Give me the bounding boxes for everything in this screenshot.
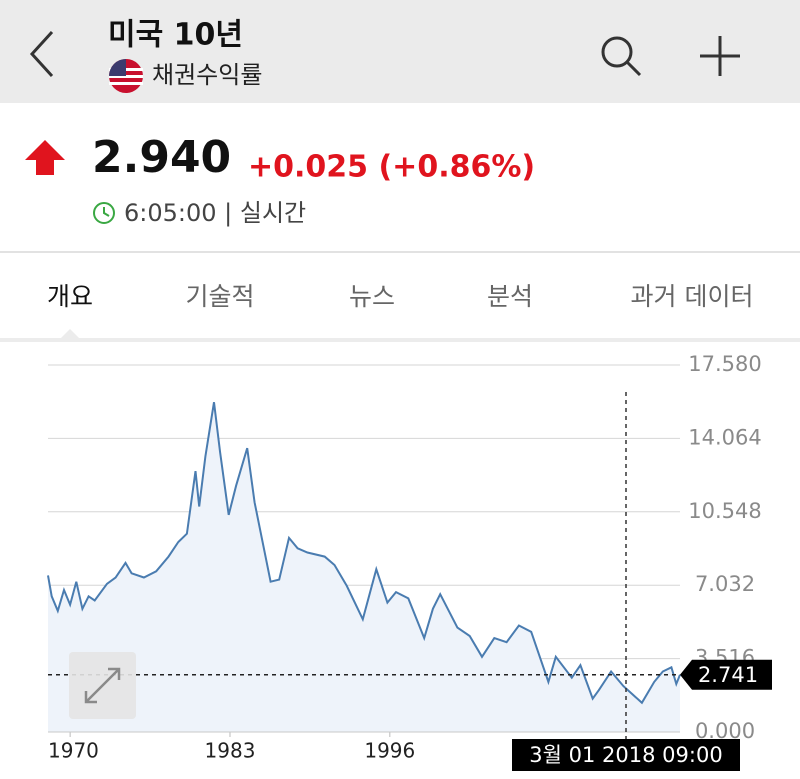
clock-icon [93,202,115,224]
last-value-box [680,659,772,690]
tab-indicator [60,329,80,339]
up-arrow [25,140,65,175]
us-flag [109,59,143,93]
x-tick-label: 1996 [364,739,415,763]
search-button[interactable] [601,36,642,77]
tab-shadow [0,338,800,342]
x-tick-label: 1970 [48,739,99,763]
tab[interactable]: 개요 [47,282,93,311]
tab-bar: 개요 기술적 뉴스 분석 과거 데이터 [47,282,753,311]
line [47,402,681,705]
y-tick-label: 17.580 [688,352,761,376]
x-tick-label: 1983 [205,739,256,763]
price-change: +0.025 (+0.86%) [248,150,535,185]
expand-button[interactable] [69,652,136,719]
header-subtitle: 채권수익률 [152,61,262,89]
crosshair-label: 3월 01 2018 09:00 [529,743,722,767]
crosshair-label-box [512,739,740,771]
area [48,402,680,732]
tab[interactable]: 기술적 [185,282,254,311]
last-value-label: 2.741 [698,663,758,687]
tab[interactable]: 뉴스 [349,282,395,311]
y-tick-label: 14.064 [688,425,761,449]
tab[interactable]: 분석 [487,282,533,311]
add-button[interactable] [700,36,740,76]
back-button[interactable] [29,30,54,78]
expand-icon [84,667,121,704]
y-tick-label: 7.032 [695,572,755,596]
header-title: 미국 10년 [108,18,243,53]
y-tick-label: 10.548 [688,499,761,523]
price: 2.940 [92,132,231,183]
tab[interactable]: 과거 데이터 [631,282,754,311]
quote-time: 6:05:00 | 실시간 [124,199,306,227]
